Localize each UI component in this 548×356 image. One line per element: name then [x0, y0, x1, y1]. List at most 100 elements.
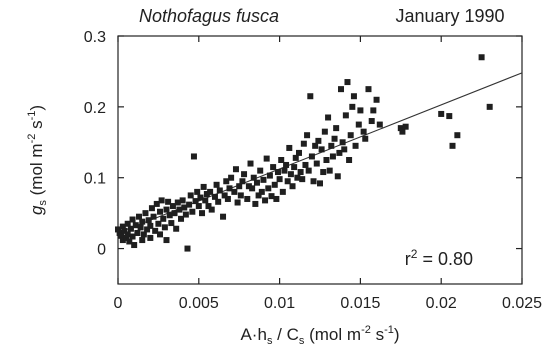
data-point	[328, 142, 335, 149]
data-point	[320, 169, 327, 176]
data-point	[244, 195, 251, 202]
data-point	[271, 181, 278, 188]
data-point	[224, 195, 231, 202]
data-point	[257, 167, 264, 174]
data-point	[247, 160, 254, 167]
data-point	[263, 155, 270, 162]
data-point	[260, 176, 267, 183]
data-point	[158, 197, 165, 204]
x-label-close: )	[394, 325, 400, 344]
data-point	[304, 132, 311, 139]
data-point	[241, 171, 248, 178]
data-point	[307, 93, 314, 100]
data-point	[168, 220, 175, 227]
data-point	[365, 86, 372, 93]
data-point	[331, 135, 338, 142]
data-point	[174, 199, 181, 206]
data-point	[216, 187, 223, 194]
data-point	[266, 172, 273, 179]
data-point	[313, 160, 320, 167]
plot-frame	[117, 35, 523, 285]
y-tick-label: 0.1	[84, 171, 106, 188]
data-point	[281, 167, 288, 174]
data-point	[145, 217, 152, 224]
data-point	[321, 128, 328, 135]
data-point	[236, 183, 243, 190]
data-point	[202, 197, 209, 204]
data-point	[291, 164, 298, 171]
data-point	[308, 153, 315, 160]
data-point	[449, 142, 456, 149]
data-point	[270, 164, 277, 171]
y-tick-label: 0.3	[84, 29, 106, 46]
data-point	[355, 121, 362, 128]
data-point	[283, 161, 290, 168]
data-point	[286, 144, 293, 151]
data-point	[454, 132, 461, 139]
data-point	[192, 198, 199, 205]
data-point	[446, 113, 453, 120]
data-point	[223, 178, 230, 185]
r-squared-annotation: r2 = 0.80	[405, 247, 473, 269]
x-tick-label: 0.005	[179, 295, 219, 312]
r-squared-r: r	[405, 249, 411, 269]
data-point	[438, 110, 445, 117]
y-label-unit-end: s	[27, 120, 46, 133]
data-points	[115, 54, 493, 252]
data-point	[295, 149, 302, 156]
data-point	[478, 54, 485, 61]
data-point	[173, 225, 180, 232]
y-axis-ticks: 0 0.1 0.2 0.3	[84, 29, 522, 259]
data-point	[228, 174, 235, 181]
data-point	[352, 142, 359, 149]
data-point	[326, 167, 333, 174]
data-point	[255, 192, 262, 199]
data-point	[129, 233, 136, 240]
data-point	[163, 206, 170, 213]
data-point	[317, 180, 323, 187]
data-point	[333, 125, 340, 132]
data-point	[258, 188, 265, 195]
data-point	[226, 185, 233, 192]
data-point	[119, 237, 126, 244]
data-point	[370, 107, 377, 114]
data-point	[274, 169, 281, 176]
data-point	[279, 188, 286, 195]
data-point	[121, 227, 128, 234]
data-point	[362, 135, 369, 142]
x-label-unit: (mol m	[304, 325, 361, 344]
data-point	[207, 188, 214, 195]
data-point	[284, 178, 291, 185]
y-label-close: )	[27, 105, 46, 111]
data-point	[292, 154, 299, 161]
data-point	[152, 227, 159, 234]
data-point	[197, 194, 204, 201]
data-point	[140, 231, 147, 238]
r-squared-sup: 2	[411, 247, 418, 261]
data-point	[344, 79, 351, 86]
data-point	[315, 137, 322, 144]
data-point	[123, 234, 130, 241]
data-point	[350, 93, 357, 100]
data-point	[179, 197, 186, 204]
data-point	[278, 157, 285, 163]
data-point	[237, 192, 244, 199]
data-point	[287, 171, 294, 178]
data-point	[169, 203, 176, 210]
data-point	[166, 212, 173, 219]
data-point	[153, 200, 160, 207]
data-point	[250, 174, 257, 181]
data-point	[339, 139, 346, 146]
data-point	[397, 125, 404, 132]
data-point	[208, 206, 215, 213]
x-label-mid: / C	[272, 325, 298, 344]
data-point	[215, 198, 222, 205]
data-point	[115, 226, 121, 233]
x-tick-label: 0.025	[502, 295, 542, 312]
y-label-unit: (mol m	[27, 143, 46, 200]
data-point	[139, 218, 146, 225]
data-point	[126, 238, 133, 245]
data-point	[310, 178, 317, 185]
data-point	[376, 121, 383, 128]
data-point	[144, 226, 151, 233]
